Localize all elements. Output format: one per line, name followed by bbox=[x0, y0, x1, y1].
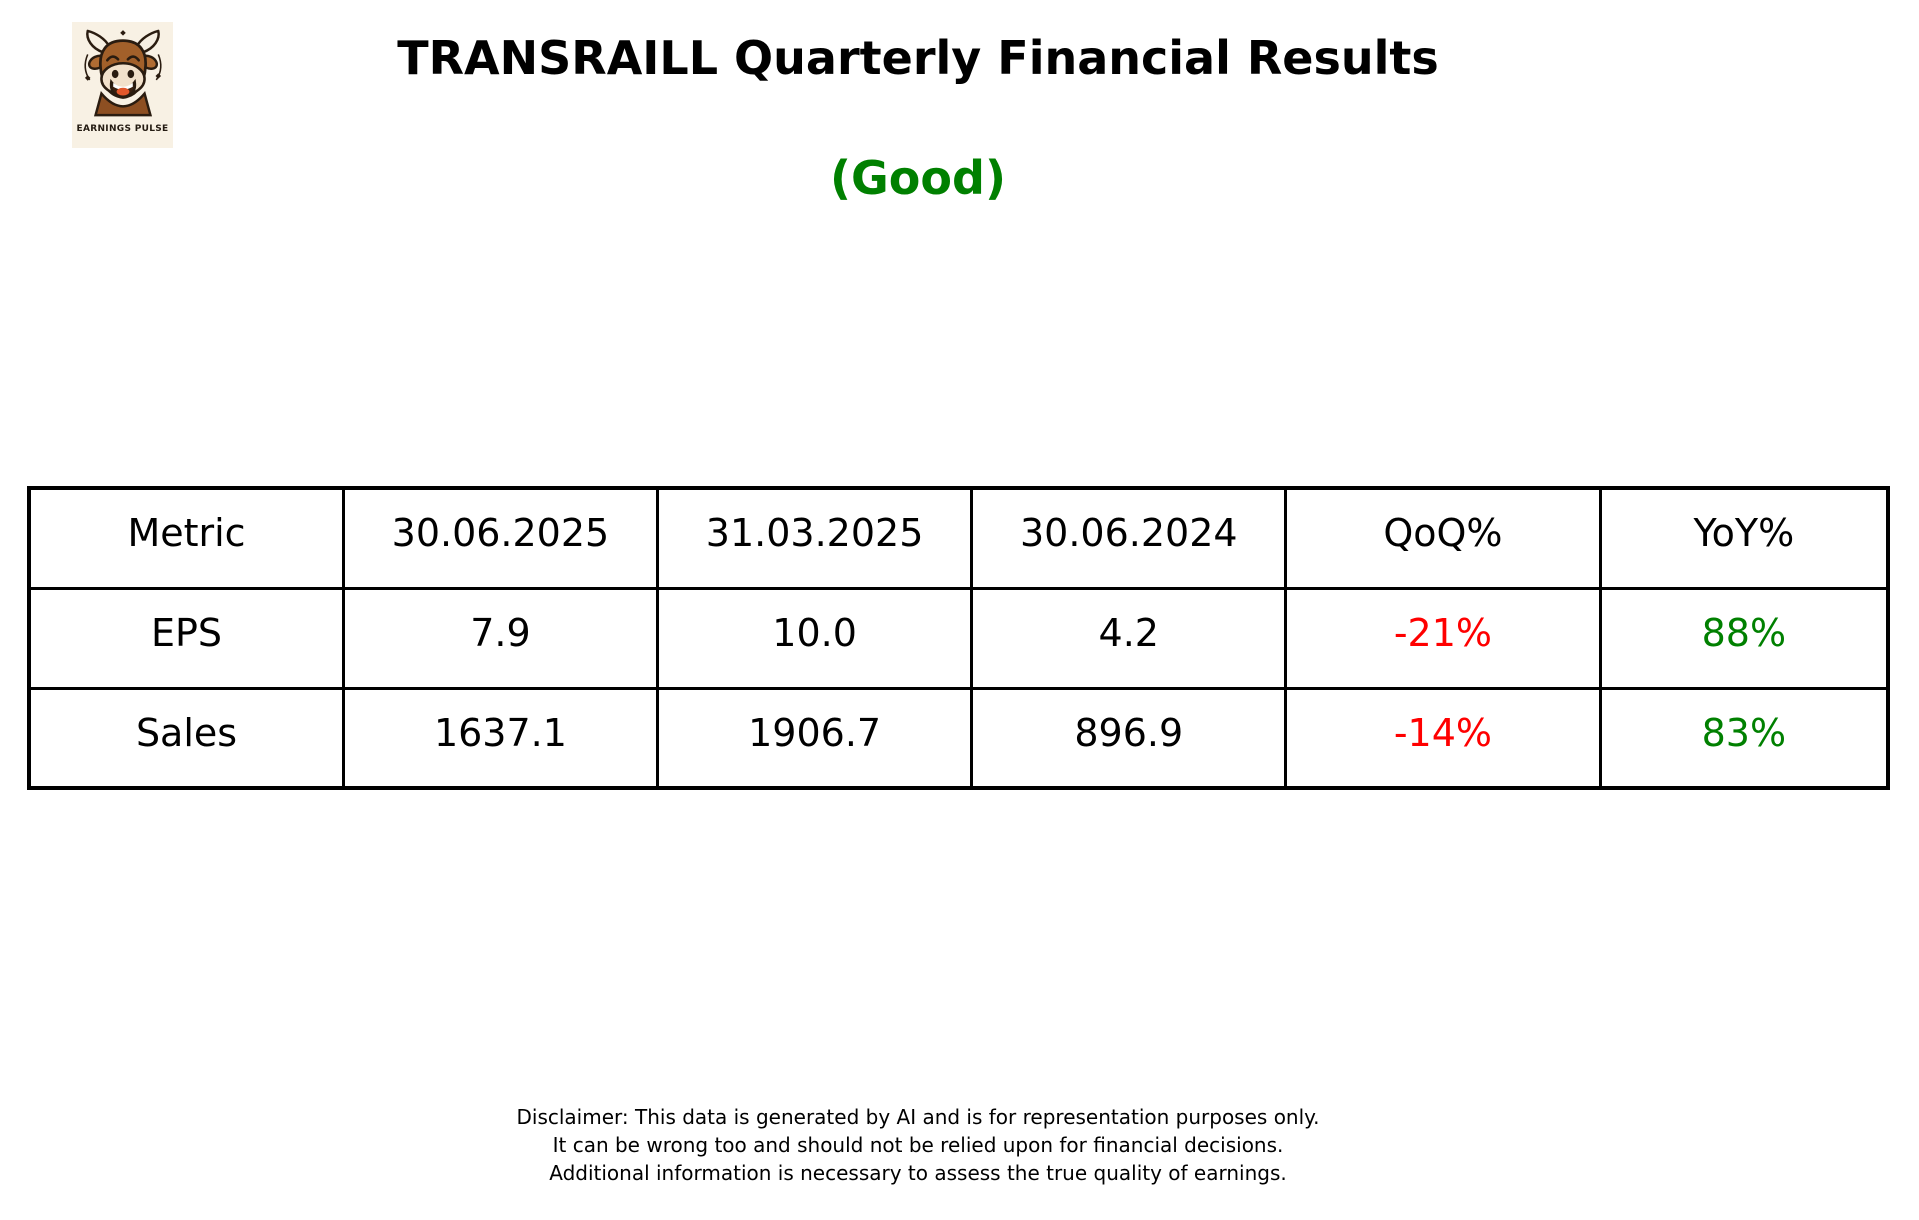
cell-eps-q3: 4.2 bbox=[970, 586, 1288, 690]
table-row-eps: EPS 7.9 10.0 4.2 -21% 88% bbox=[27, 586, 1890, 690]
cell-eps-yoy: 88% bbox=[1598, 586, 1890, 690]
col-header-qoq: QoQ% bbox=[1284, 486, 1602, 590]
earnings-pulse-logo: EARNINGS PULSE bbox=[72, 22, 173, 148]
disclaimer-line-2: It can be wrong too and should not be re… bbox=[552, 1133, 1284, 1157]
col-header-30-06-2024: 30.06.2024 bbox=[970, 486, 1288, 590]
cell-sales-metric: Sales bbox=[27, 686, 346, 790]
cell-sales-q1: 1637.1 bbox=[342, 686, 659, 790]
col-header-metric: Metric bbox=[27, 486, 346, 590]
col-header-31-03-2025: 31.03.2025 bbox=[655, 486, 974, 590]
cell-eps-q1: 7.9 bbox=[342, 586, 659, 690]
col-header-30-06-2025: 30.06.2025 bbox=[342, 486, 659, 590]
disclaimer-line-1: Disclaimer: This data is generated by AI… bbox=[516, 1105, 1320, 1129]
cell-eps-metric: EPS bbox=[27, 586, 346, 690]
cell-sales-qoq: -14% bbox=[1284, 686, 1602, 790]
verdict-label: (Good) bbox=[830, 151, 1006, 205]
cell-sales-yoy: 83% bbox=[1598, 686, 1890, 790]
cell-eps-q2: 10.0 bbox=[655, 586, 974, 690]
cell-eps-qoq: -21% bbox=[1284, 586, 1602, 690]
disclaimer: Disclaimer: This data is generated by AI… bbox=[0, 1103, 1836, 1187]
logo-caption: EARNINGS PULSE bbox=[76, 124, 169, 134]
disclaimer-line-3: Additional information is necessary to a… bbox=[549, 1161, 1287, 1185]
quarterly-results-table: Metric 30.06.2025 31.03.2025 30.06.2024 … bbox=[27, 486, 1890, 790]
cell-sales-q2: 1906.7 bbox=[655, 686, 974, 790]
cell-sales-q3: 896.9 bbox=[970, 686, 1288, 790]
col-header-yoy: YoY% bbox=[1598, 486, 1890, 590]
table-row-sales: Sales 1637.1 1906.7 896.9 -14% 83% bbox=[27, 686, 1890, 790]
page-title: TRANSRAILL Quarterly Financial Results bbox=[397, 31, 1439, 85]
bull-mascot-icon bbox=[83, 29, 162, 117]
table-header-row: Metric 30.06.2025 31.03.2025 30.06.2024 … bbox=[27, 486, 1890, 590]
